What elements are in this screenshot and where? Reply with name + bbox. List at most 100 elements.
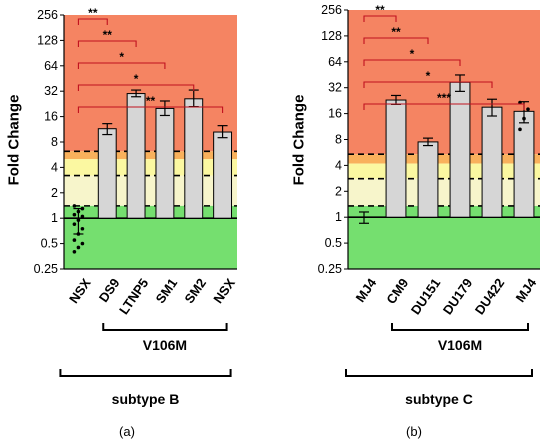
data-point <box>76 245 81 250</box>
data-point <box>80 226 85 231</box>
bar <box>449 81 471 218</box>
significance-bracket <box>77 106 224 113</box>
pale-yellow-zone <box>348 178 540 206</box>
y-tick-label: 16 <box>328 107 342 121</box>
significance-label: * <box>119 50 124 64</box>
significance-bracket <box>363 59 461 66</box>
y-tick-label: 128 <box>321 29 342 43</box>
bar <box>417 141 439 218</box>
significance-label: *** <box>437 91 451 105</box>
y-tick-label: 0.5 <box>325 236 342 250</box>
bar <box>513 110 535 218</box>
y-tick-label: 64 <box>44 59 58 73</box>
significance-label: * <box>410 47 415 61</box>
group-label-outer: subtype C <box>405 391 473 407</box>
group-label-inner: V106M <box>438 337 482 353</box>
x-tick-label: DU179 <box>440 276 475 318</box>
data-point <box>80 241 85 246</box>
data-point <box>72 238 77 242</box>
x-tick-label: DU422 <box>472 276 507 318</box>
significance-label: ** <box>391 25 401 39</box>
data-point <box>72 249 77 254</box>
x-tick-label: SM2 <box>181 276 209 307</box>
bar <box>155 107 175 219</box>
x-tick-label: NSX <box>210 275 238 306</box>
y-tick-label: 0.5 <box>41 237 58 251</box>
y-tick-label: 1 <box>335 210 342 224</box>
significance-label: ** <box>375 3 385 17</box>
significance-bracket <box>77 40 137 47</box>
data-point <box>76 209 81 214</box>
panel-a-caption: (a) <box>119 424 135 439</box>
group-label-outer: subtype B <box>112 391 180 407</box>
x-tick-label: CM9 <box>383 276 411 307</box>
orange-zone <box>348 154 540 164</box>
y-tick-label: 32 <box>44 84 58 98</box>
data-point <box>518 127 522 132</box>
data-point <box>522 116 526 121</box>
data-point <box>80 214 85 219</box>
significance-bracket <box>77 62 166 69</box>
bar <box>97 128 117 219</box>
x-tick-label: DS9 <box>96 276 123 305</box>
y-tick-label: 8 <box>51 135 58 149</box>
y-tick-label: 0.25 <box>34 262 58 276</box>
data-point <box>72 222 77 226</box>
significance-label: ** <box>146 94 156 108</box>
yellow-zone <box>348 163 540 179</box>
panel-b-caption: (b) <box>406 424 422 439</box>
x-tick-label: NSX <box>66 275 94 306</box>
significance-bracket <box>77 18 108 25</box>
x-tick-label: DU151 <box>408 276 443 318</box>
significance-bracket <box>363 81 493 88</box>
significance-bracket <box>363 37 429 44</box>
y-tick-label: 2 <box>51 186 58 200</box>
significance-bracket <box>77 84 195 91</box>
bar <box>213 131 233 219</box>
group-bracket-outer <box>345 369 533 377</box>
y-tick-label: 8 <box>335 133 342 147</box>
data-point <box>76 218 81 222</box>
x-tick-label: SM1 <box>153 276 181 307</box>
group-label-inner: V106M <box>143 337 187 353</box>
significance-bracket <box>363 15 397 22</box>
red-zone <box>64 15 237 152</box>
group-bracket-outer <box>59 369 232 377</box>
group-bracket-inner <box>391 323 529 331</box>
pale-yellow-zone <box>64 175 237 206</box>
x-tick-label: MJ4 <box>513 275 540 305</box>
group-bracket-inner <box>102 323 228 331</box>
x-tick-label: LTNP5 <box>116 276 151 318</box>
significance-bracket <box>363 103 525 110</box>
bar <box>385 99 407 218</box>
green-zone <box>64 205 237 269</box>
yellow-zone <box>64 159 237 176</box>
data-point <box>76 232 81 236</box>
y-tick-label: 4 <box>335 158 342 172</box>
y-tick-label: 0.25 <box>318 262 342 276</box>
y-axis-label: Fold Change <box>6 95 23 186</box>
data-point <box>526 107 530 111</box>
y-axis-label: Fold Change <box>291 95 308 186</box>
orange-zone <box>64 151 237 160</box>
y-tick-label: 256 <box>321 3 342 17</box>
y-tick-label: 1 <box>51 211 58 225</box>
y-tick-label: 128 <box>37 33 58 47</box>
y-tick-label: 16 <box>44 110 58 124</box>
significance-label: * <box>426 69 431 83</box>
y-tick-label: 64 <box>328 55 342 69</box>
data-point <box>72 204 77 208</box>
significance-label: * <box>134 72 139 86</box>
y-tick-label: 32 <box>328 81 342 95</box>
significance-label: ** <box>88 6 98 20</box>
green-zone <box>348 205 540 269</box>
data-point <box>80 206 85 211</box>
bar <box>126 93 146 219</box>
bar <box>184 98 204 219</box>
bar <box>481 106 503 218</box>
y-tick-label: 4 <box>51 160 58 174</box>
y-tick-label: 256 <box>37 8 58 22</box>
